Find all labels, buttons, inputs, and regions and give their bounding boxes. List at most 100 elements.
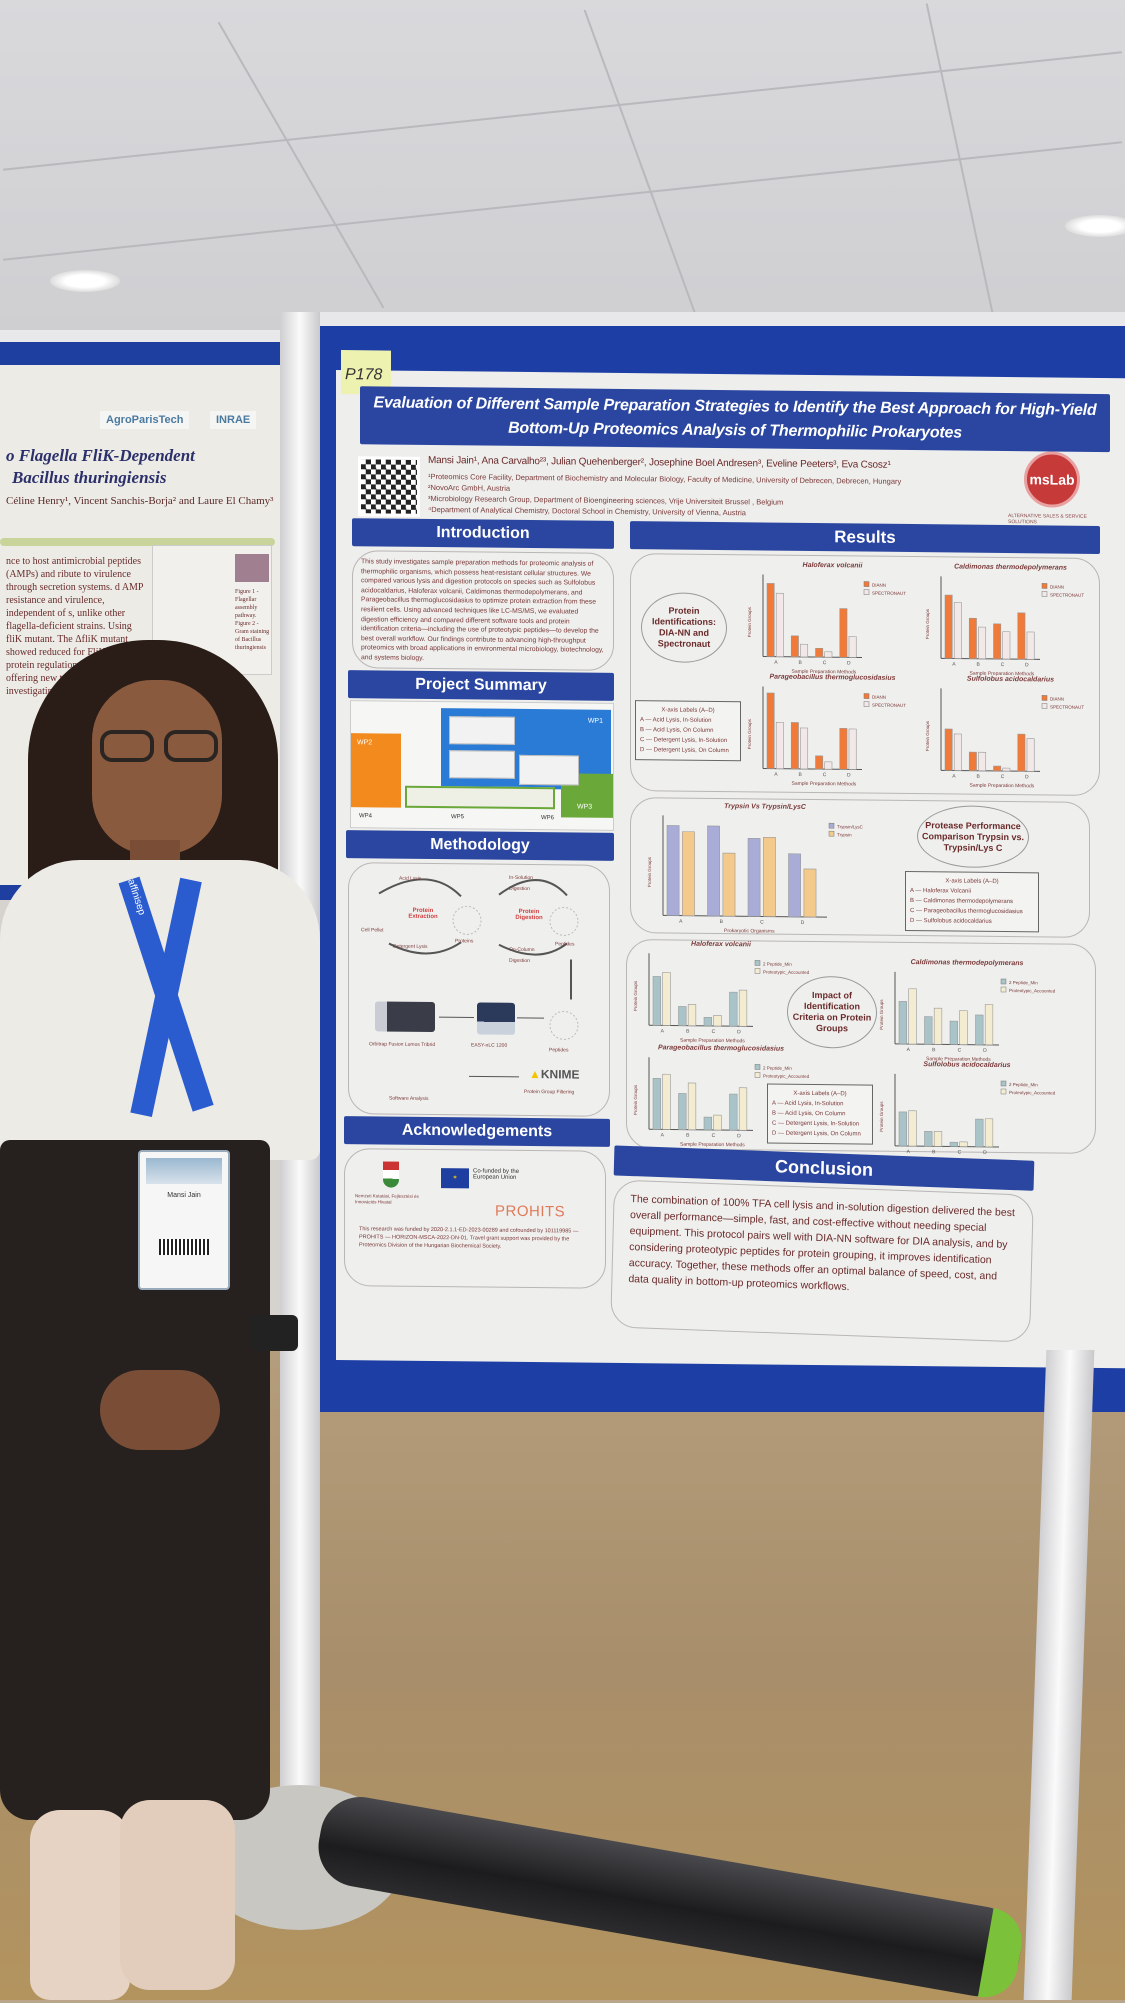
knime-logo: ▲KNIME: [529, 1067, 580, 1082]
legend-swatch: [829, 831, 834, 836]
badge-banner: [146, 1158, 222, 1184]
introduction-text: This study investigates sample preparati…: [352, 550, 614, 671]
methods-legend-2: X-axis Labels (A–D) A — Acid Lysis, In-S…: [767, 1084, 873, 1145]
name-badge: Mansi Jain: [138, 1150, 230, 1290]
bar: [1018, 613, 1025, 659]
y-axis-label: Protein Groups: [925, 608, 930, 639]
bar: [704, 1117, 712, 1130]
x-tick-label: A: [661, 1028, 665, 1034]
legend-label: SPECTRONAUT: [1050, 592, 1084, 597]
bar: [945, 595, 952, 658]
bar: [748, 838, 760, 916]
x-tick-label: C: [712, 1133, 716, 1139]
glasses-left: [100, 730, 154, 762]
right-sneaker: [120, 1800, 235, 1990]
x-axis-label: Sample Preparation Methods: [680, 1038, 745, 1045]
mslab-tagline: ALTERNATIVE SALES & SERVICE SOLUTIONS: [1008, 513, 1108, 526]
smartwatch: [250, 1315, 298, 1351]
x-tick-label: B: [932, 1149, 936, 1155]
results-panel-software: Protein Identifications: DIA-NN and Spec…: [630, 553, 1100, 796]
legend-label: Trypsin/LysC: [837, 824, 864, 829]
legend-swatch: [864, 694, 869, 699]
legend-swatch: [755, 1064, 760, 1069]
bar: [714, 1015, 722, 1026]
bar: [800, 728, 807, 769]
bar: [1018, 734, 1025, 771]
y-axis-label: Protein Groups: [747, 718, 752, 749]
legend-label: Trypsin: [837, 832, 852, 837]
wp2-block: WP2: [351, 733, 401, 808]
legend-label: DIANN: [872, 695, 886, 700]
x-tick-label: C: [712, 1029, 716, 1035]
bar: [909, 1111, 917, 1146]
bar: [679, 1093, 687, 1129]
nlc-instrument-image: [477, 1002, 515, 1034]
bar: [960, 1142, 968, 1147]
legend-label: Proteotypic_Accounted: [763, 969, 810, 974]
bar: [714, 1115, 722, 1130]
x-tick-label: C: [760, 919, 764, 925]
results-header: Results: [630, 521, 1100, 554]
x-tick-label: D: [737, 1133, 741, 1139]
x-tick-label: A: [952, 661, 956, 667]
bar: [704, 1017, 712, 1026]
bar: [945, 729, 952, 771]
legend-swatch: [755, 968, 760, 973]
methods-legend: X-axis Labels (A–D) A — Acid Lysis, In-S…: [635, 700, 741, 761]
x-tick-label: B: [977, 662, 981, 668]
x-tick-label: B: [686, 1133, 690, 1139]
mslab-logo: msLab: [1024, 451, 1080, 508]
bar: [653, 1078, 661, 1129]
bar: [816, 756, 823, 769]
bar: [954, 734, 961, 771]
x-tick-label: A: [774, 660, 778, 666]
x-tick-label: D: [737, 1029, 741, 1035]
bar: [1003, 768, 1010, 771]
y-axis-label: Protein Groups: [633, 1084, 638, 1115]
poster-title: Evaluation of Different Sample Preparati…: [360, 386, 1110, 452]
legend-label: Proteotypic_Accounted: [1009, 988, 1056, 993]
results-oval-protease: Protease Performance Comparison Trypsin …: [917, 805, 1029, 868]
legend-label: SPECTRONAUT: [872, 703, 906, 708]
face: [92, 680, 222, 855]
bar: [789, 854, 801, 917]
legend-swatch: [1001, 987, 1006, 992]
bar: [985, 1004, 993, 1044]
project-summary-diagram: WP1 WP2 WP3 WP4 WP5 WP6: [350, 700, 614, 831]
bar: [976, 1119, 984, 1147]
x-tick-label: A: [679, 919, 683, 925]
x-tick-label: C: [823, 772, 827, 778]
bar: [763, 837, 775, 916]
x-tick-label: D: [1025, 662, 1029, 668]
poster-authors: Mansi Jain¹, Ana Carvalho²³, Julian Queh…: [428, 455, 1022, 473]
x-tick-label: A: [661, 1132, 665, 1138]
project-summary-header: Project Summary: [348, 670, 614, 701]
bar: [909, 989, 917, 1044]
methodology-diagram: Acid Lysis Protein Extraction Cell Pelle…: [348, 862, 610, 1117]
qr-code: [358, 456, 420, 517]
bar: [776, 722, 783, 768]
x-tick-label: D: [801, 920, 805, 926]
presenter: affinisep Mansi Jain: [0, 0, 340, 2000]
bar: [679, 1006, 687, 1025]
bar: [730, 1094, 738, 1130]
x-tick-label: D: [1025, 774, 1029, 780]
legend-swatch: [1001, 1081, 1006, 1086]
legend-swatch: [1001, 1089, 1006, 1094]
legend-swatch: [864, 582, 869, 587]
bar: [934, 1008, 942, 1044]
x-axis-label: Sample Preparation Methods: [970, 783, 1035, 790]
y-axis-label: Protein Groups: [925, 720, 930, 751]
bar: [950, 1142, 958, 1146]
x-tick-label: B: [799, 660, 803, 666]
x-tick-label: C: [823, 660, 827, 666]
x-tick-label: C: [958, 1150, 962, 1156]
legend-swatch: [755, 960, 760, 965]
bar: [825, 652, 832, 657]
x-tick-label: C: [1001, 774, 1005, 780]
x-tick-label: D: [983, 1150, 987, 1156]
